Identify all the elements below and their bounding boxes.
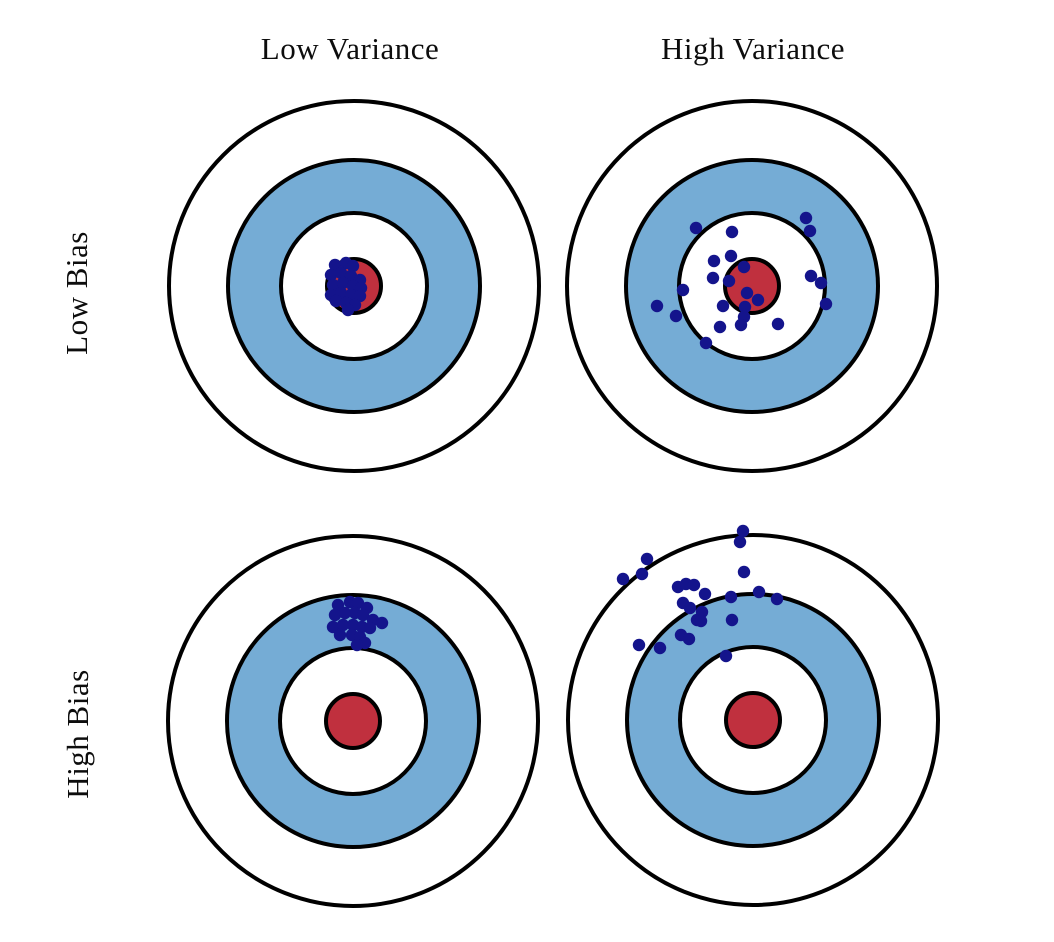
shot-dot: [338, 606, 352, 620]
shot-dot: [324, 268, 338, 282]
shot-dot: [733, 535, 747, 549]
shot-dot: [653, 641, 667, 655]
target-high-bias-low-variance: [166, 534, 540, 908]
shot-dot: [635, 567, 649, 581]
column-header-high-variance: High Variance: [660, 31, 846, 66]
shot-dot: [713, 320, 727, 334]
shot-dot: [375, 616, 389, 630]
shot-dot: [640, 552, 654, 566]
shot-dot: [336, 276, 350, 290]
bullseye-circle: [724, 691, 782, 749]
shot-dot: [716, 299, 730, 313]
shot-dot: [734, 318, 748, 332]
shot-dot: [687, 578, 701, 592]
shot-dot: [346, 259, 360, 273]
target-low-bias-low-variance: [167, 99, 541, 473]
shot-dot: [725, 225, 739, 239]
shot-dot: [738, 300, 752, 314]
shot-dot: [752, 585, 766, 599]
shot-dot: [331, 598, 345, 612]
shot-dot: [350, 638, 364, 652]
shot-dot: [771, 317, 785, 331]
shot-dot: [333, 628, 347, 642]
shot-dot: [814, 276, 828, 290]
shot-dot: [689, 221, 703, 235]
shot-dot: [616, 572, 630, 586]
shot-dot: [803, 224, 817, 238]
shot-dot: [650, 299, 664, 313]
shot-dot: [819, 297, 833, 311]
target-high-bias-high-variance: [566, 524, 940, 907]
column-header-low-variance: Low Variance: [260, 31, 440, 66]
shot-dot: [751, 293, 765, 307]
shot-dot: [719, 649, 733, 663]
bullseye-circle: [324, 692, 382, 750]
shot-dot: [336, 618, 350, 632]
target-low-bias-high-variance: [565, 99, 939, 473]
shot-dot: [724, 249, 738, 263]
shot-dot: [724, 590, 738, 604]
shot-dot: [669, 309, 683, 323]
shot-dot: [682, 632, 696, 646]
shot-dot: [632, 638, 646, 652]
shot-dot: [736, 524, 750, 538]
shot-dot: [706, 271, 720, 285]
shot-dot: [694, 614, 708, 628]
shot-dot: [699, 336, 713, 350]
shot-dot: [737, 260, 751, 274]
bullseye-circle: [723, 257, 781, 315]
shot-dot: [329, 294, 343, 308]
shot-dot: [737, 565, 751, 579]
shot-dot: [328, 608, 342, 622]
shot-dot: [363, 621, 377, 635]
shot-dot: [770, 592, 784, 606]
shot-dot: [683, 601, 697, 615]
shot-dot: [740, 286, 754, 300]
shot-dot: [334, 266, 348, 280]
shot-dot: [799, 211, 813, 225]
shot-dot: [804, 269, 818, 283]
shot-dot: [722, 274, 736, 288]
shot-dot: [341, 303, 355, 317]
shot-dot: [326, 278, 340, 292]
shot-dot: [326, 620, 340, 634]
shot-dot: [707, 254, 721, 268]
shot-dot: [698, 587, 712, 601]
shot-dot: [676, 283, 690, 297]
shot-dot: [725, 613, 739, 627]
shot-dot: [356, 608, 370, 622]
